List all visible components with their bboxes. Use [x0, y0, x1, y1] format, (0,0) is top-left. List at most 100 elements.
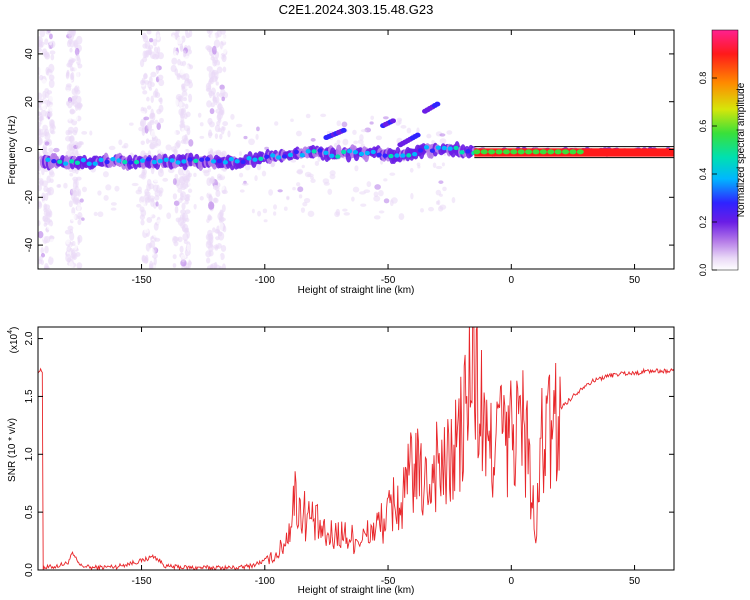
- noise-cell: [175, 230, 180, 235]
- colorbar-tick-label: 0.0: [698, 264, 708, 277]
- noise-cell: [217, 73, 222, 79]
- noise-cell: [71, 81, 76, 88]
- ridge-core-cell: [205, 157, 211, 162]
- noise-cell: [305, 113, 311, 119]
- ridge-core-cell: [80, 157, 86, 163]
- noise-cell: [77, 219, 82, 226]
- noise-cell: [154, 119, 159, 125]
- noise-cell: [139, 206, 145, 213]
- noise-cell: [180, 149, 187, 155]
- noise-cell: [177, 167, 184, 176]
- noise-cell: [162, 177, 169, 182]
- noise-cell: [333, 142, 338, 148]
- noise-cell: [363, 189, 371, 193]
- noise-cell: [44, 38, 49, 46]
- noise-cell: [215, 189, 221, 198]
- snr-x-axis-label: Height of straight line (km): [298, 585, 415, 596]
- noise-cell: [49, 171, 55, 178]
- noise-cell: [148, 248, 155, 257]
- ridge-core-cell: [335, 154, 341, 159]
- noise-cell: [219, 133, 223, 140]
- noise-cell: [49, 249, 55, 258]
- spectrogram-panel: -150 -100 -50 0 50 -40 -20 0 20 40 Height of str…: [7, 29, 675, 296]
- noise-cell: [159, 117, 164, 124]
- ridge-core-cell: [270, 153, 276, 158]
- ridge-core-cell: [311, 149, 317, 154]
- noise-cell: [154, 189, 161, 197]
- noise-cell: [121, 145, 127, 149]
- noise-cell: [47, 186, 55, 196]
- noise-cell: [205, 257, 211, 264]
- noise-cell: [81, 217, 85, 221]
- noise-cell: [218, 222, 224, 231]
- noise-cell: [139, 236, 144, 244]
- noise-cell: [46, 225, 52, 231]
- noise-cell: [222, 225, 227, 233]
- noise-cell: [41, 119, 48, 125]
- noise-cell: [174, 205, 179, 214]
- noise-cell: [149, 141, 156, 150]
- noise-cell: [74, 70, 80, 80]
- y-tick-label: 2.0: [24, 331, 35, 345]
- noise-cell: [76, 262, 83, 269]
- snr-y-axis-label: SNR (10 * v/v): [7, 418, 18, 482]
- noise-cell: [343, 212, 350, 216]
- noise-cell: [219, 217, 226, 222]
- spectrogram-y-axis-label: Frequency (Hz): [7, 116, 18, 185]
- noise-cell: [49, 50, 56, 55]
- noise-cell: [50, 130, 56, 135]
- colorbar-ticks: 0.0 0.2 0.4 0.6 0.8: [698, 72, 717, 277]
- noise-cell: [186, 79, 192, 84]
- noise-cell: [76, 53, 80, 62]
- noise-cell: [369, 121, 374, 125]
- noise-cell: [212, 57, 219, 64]
- noise-cell: [66, 40, 72, 48]
- noise-cell: [158, 203, 163, 210]
- noise-cell: [256, 126, 260, 132]
- noise-cell: [74, 47, 80, 56]
- noise-cell: [167, 167, 175, 174]
- noise-cell: [69, 172, 74, 177]
- ridge-core-cell: [234, 159, 240, 164]
- noise-cell: [180, 191, 186, 198]
- noise-cell: [68, 200, 73, 208]
- noise-cell: [173, 200, 180, 206]
- noise-cell: [366, 181, 372, 188]
- noise-cell: [149, 240, 156, 248]
- noise-cell: [173, 130, 177, 139]
- noise-cell: [103, 195, 109, 201]
- noise-cell: [301, 164, 305, 169]
- noise-cell: [66, 246, 72, 253]
- noise-cell: [110, 207, 117, 211]
- noise-cell: [140, 196, 145, 203]
- noise-cell: [274, 121, 279, 126]
- noise-cell: [432, 162, 437, 168]
- noise-cell: [173, 50, 179, 60]
- colorbar-tick-label: 0.2: [698, 216, 708, 229]
- noise-cell: [48, 40, 52, 46]
- ridge-core-cell: [382, 153, 388, 158]
- noise-cell: [171, 146, 177, 153]
- ridge-core-cell: [459, 150, 465, 155]
- noise-cell: [64, 89, 71, 97]
- noise-cell: [71, 252, 78, 261]
- noise-cell: [76, 35, 83, 45]
- noise-cell: [38, 59, 42, 66]
- noise-cell: [174, 173, 179, 179]
- noise-cell: [70, 212, 76, 222]
- noise-cell: [207, 201, 215, 210]
- ridge-core-cell: [441, 145, 447, 151]
- noise-cell: [213, 39, 221, 48]
- noise-cell: [44, 131, 51, 141]
- noise-cell: [174, 90, 181, 95]
- noise-cell: [360, 129, 368, 133]
- noise-cell: [77, 63, 83, 69]
- noise-cell: [156, 122, 161, 131]
- noise-cell: [38, 173, 43, 179]
- noise-cell: [172, 254, 177, 260]
- noise-cell: [238, 172, 244, 178]
- streak-cell: [414, 132, 421, 138]
- y-tick-label: 0.0: [24, 563, 35, 577]
- noise-cell: [43, 235, 51, 244]
- snr-x-ticks: -150 -100 -50 0 50: [132, 327, 641, 587]
